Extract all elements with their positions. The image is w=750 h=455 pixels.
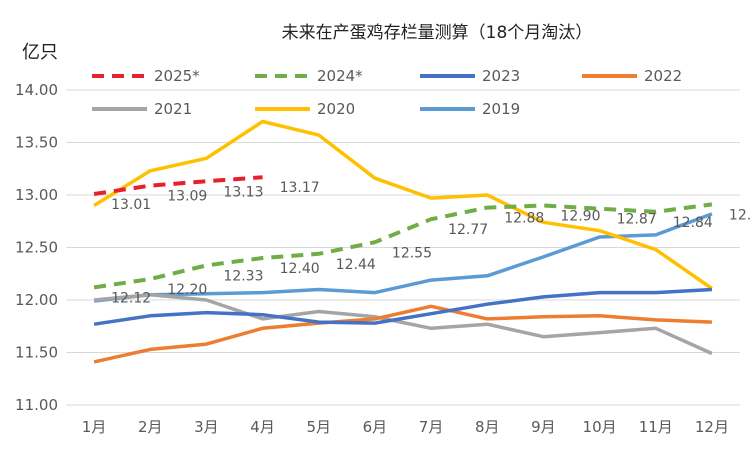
series-line-2022 (93, 304, 712, 364)
legend-label: 2019 (482, 100, 520, 118)
legend-label: 2021 (154, 100, 192, 118)
data-label: 12.90 (560, 209, 600, 225)
legend-label: 2024* (317, 67, 363, 85)
data-label: 12.55 (392, 245, 432, 261)
series-line-2020 (93, 119, 713, 290)
x-tick-label: 8月 (475, 418, 500, 436)
y-tick-label: 14.00 (15, 81, 58, 99)
data-label: 12.44 (336, 257, 376, 273)
y-tick-label: 12.00 (15, 291, 58, 309)
series-line-2024 (93, 202, 713, 290)
legend: 2025* 2024* 2023 2022 2021 2020 2019 (92, 67, 682, 118)
y-axis-unit-label: 亿只 (22, 42, 58, 63)
series-line-2025 (93, 175, 263, 196)
y-tick-label: 11.00 (15, 396, 58, 414)
legend-label: 2025* (154, 67, 200, 85)
x-tick-label: 7月 (419, 418, 444, 436)
series-line-2021 (93, 292, 713, 356)
data-label: 12.77 (448, 222, 488, 238)
data-label: 12.33 (223, 268, 263, 284)
chart-title: 未来在产蛋鸡存栏量测算（18个月淘汰） (282, 23, 593, 43)
gridlines (66, 89, 740, 406)
x-tick-label: 2月 (138, 418, 163, 436)
data-labels: 13.01 13.09 13.13 13.17 12.12 12.20 12.33 12.40… (111, 180, 750, 306)
legend-label: 2023 (482, 67, 520, 85)
series-line-2019 (93, 212, 713, 303)
y-axis-ticks: 11.00 11.50 12.00 12.50 13.00 13.50 14.00 (15, 81, 58, 414)
x-tick-label: 3月 (194, 418, 219, 436)
legend-label: 2022 (644, 67, 682, 85)
series-lines (93, 119, 713, 364)
data-label: 12.12 (111, 290, 151, 306)
y-tick-label: 12.50 (15, 239, 58, 257)
data-label: 12.87 (617, 212, 657, 228)
x-tick-label: 9月 (531, 418, 556, 436)
series-line-2023 (93, 287, 712, 326)
data-label: 12.84 (673, 215, 713, 231)
data-label: 13.13 (223, 184, 263, 200)
data-label: 12.40 (280, 261, 320, 277)
x-tick-label: 10月 (583, 418, 617, 436)
x-tick-label: 6月 (363, 418, 388, 436)
y-tick-label: 13.00 (15, 186, 58, 204)
x-tick-label: 4月 (250, 418, 275, 436)
legend-label: 2020 (317, 100, 355, 118)
x-tick-label: 1月 (82, 418, 107, 436)
y-tick-label: 11.50 (15, 344, 58, 362)
data-label: 12.91 (729, 207, 750, 223)
x-axis-ticks: 1月 2月 3月 4月 5月 6月 7月 8月 9月 10月 11月 12月 (82, 418, 729, 436)
data-label: 13.09 (167, 189, 207, 205)
data-label: 12.88 (504, 211, 544, 227)
x-tick-label: 11月 (639, 418, 673, 436)
y-tick-label: 13.50 (15, 134, 58, 152)
x-tick-label: 12月 (695, 418, 729, 436)
x-tick-label: 5月 (306, 418, 331, 436)
data-label: 13.17 (280, 180, 320, 196)
data-label: 12.20 (167, 282, 207, 298)
data-label: 13.01 (111, 197, 151, 213)
